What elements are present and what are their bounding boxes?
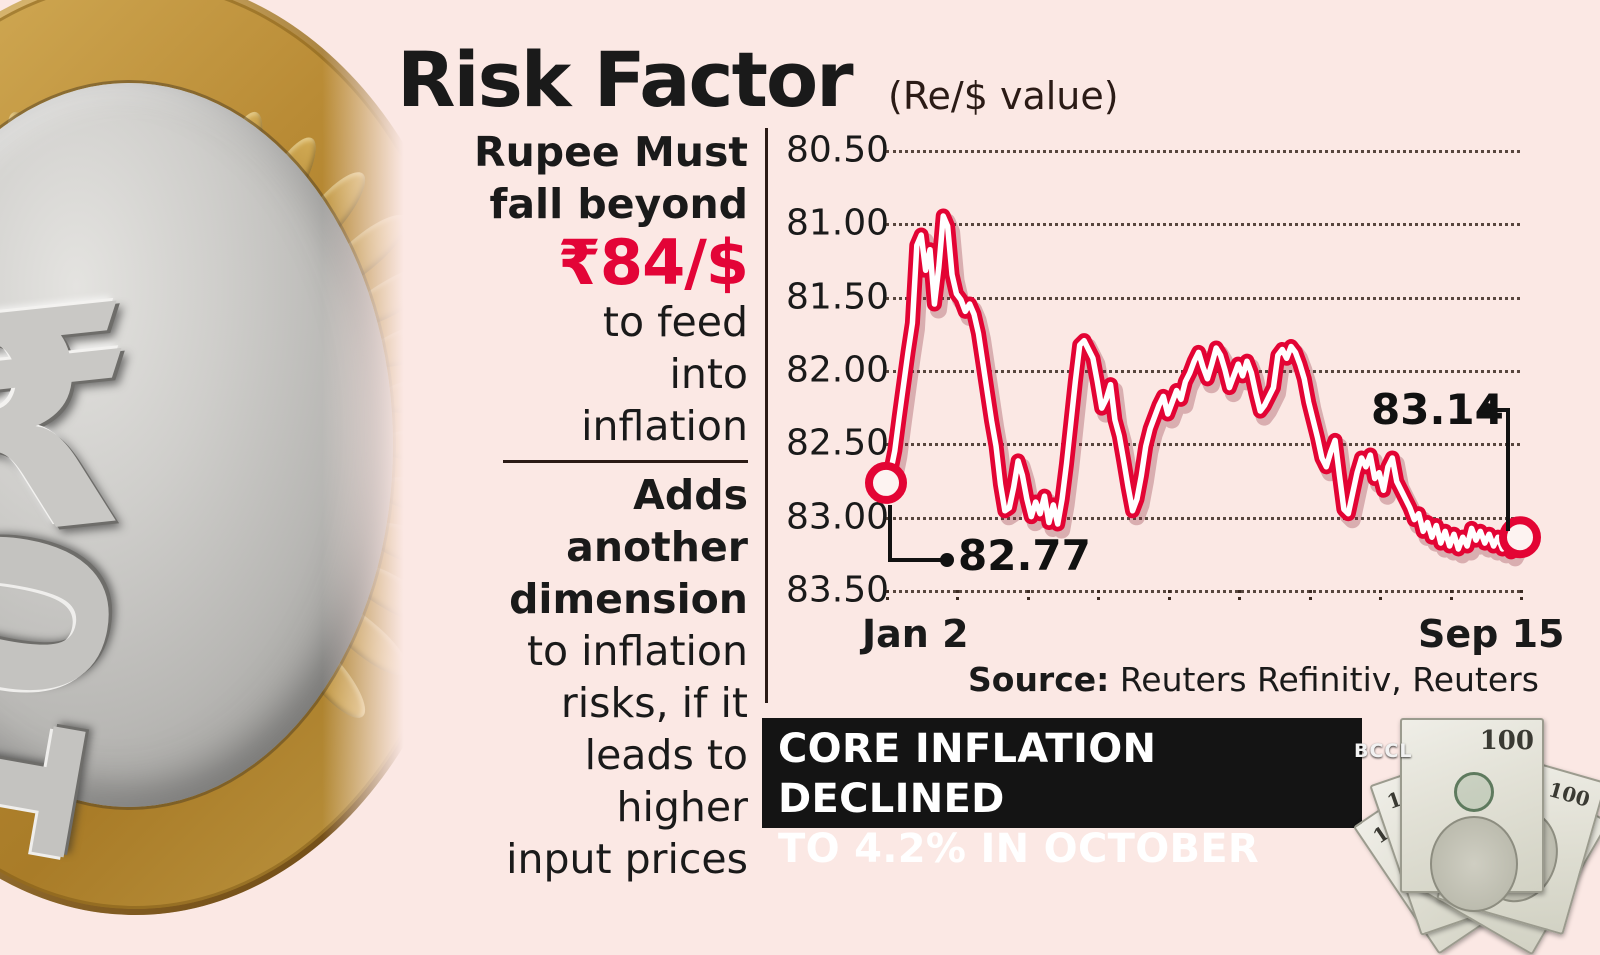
summary-line-1: Rupee Must xyxy=(474,128,748,176)
banner-text: CORE INFLATION DECLINED TO 4.2% IN OCTOB… xyxy=(778,724,1358,874)
column-divider xyxy=(765,128,768,703)
bill-portrait-oval xyxy=(1430,816,1518,912)
page-title: Risk Factor xyxy=(397,35,854,124)
coin-fade-mask xyxy=(255,0,485,915)
summary-line-2: fall beyond xyxy=(489,180,748,228)
x-axis-tick xyxy=(956,590,960,600)
x-axis-end-label: Sep 15 xyxy=(1418,612,1565,656)
summary-line-12: input prices xyxy=(506,835,748,883)
x-axis-tick xyxy=(1026,590,1030,600)
chart-line-svg xyxy=(865,208,1541,567)
text-divider-rule xyxy=(503,460,748,463)
bccl-watermark: BCCL xyxy=(1354,740,1413,762)
target-rate-highlight: ₹84/$ xyxy=(557,226,749,299)
y-axis-tick-label: 80.50 xyxy=(786,129,890,171)
summary-line-3: to feed xyxy=(602,298,748,346)
summary-line-7: another xyxy=(566,523,748,571)
y-axis-tick-label: 81.50 xyxy=(786,276,890,318)
summary-line-9: to inflation xyxy=(526,627,748,675)
chart-gridline xyxy=(886,443,1520,447)
x-axis-tick xyxy=(886,590,889,600)
x-axis-tick xyxy=(1520,590,1523,600)
summary-line-5: inflation xyxy=(581,402,748,450)
summary-text-column: Rupee Must fall beyond ₹84/$ to feed int… xyxy=(448,126,749,885)
y-axis-tick-label: 83.00 xyxy=(786,496,890,538)
banner-line-2: TO 4.2% IN OCTOBER xyxy=(778,826,1260,872)
x-axis-start-label: Jan 2 xyxy=(862,612,969,656)
summary-line-10: risks, if it xyxy=(560,679,748,727)
chart-axis-caption: (Re/$ value) xyxy=(888,74,1119,118)
summary-line-6: Adds xyxy=(633,471,748,519)
chart-gridline xyxy=(886,590,1520,593)
bill-denomination-icon: 100 xyxy=(1545,777,1593,812)
treasury-seal-icon xyxy=(1454,772,1494,812)
y-axis-tick-label: 81.00 xyxy=(786,202,890,244)
chart-gridline xyxy=(886,150,1520,153)
end-point-marker xyxy=(1499,516,1541,559)
x-axis-tick xyxy=(1308,590,1312,600)
rupee-line-chart xyxy=(865,150,1541,600)
annotation-end-value: 83.14 xyxy=(1371,385,1504,434)
x-axis-tick xyxy=(1097,590,1101,600)
bill-center: 100 xyxy=(1400,718,1544,912)
x-axis-tick xyxy=(1449,590,1453,600)
source-value: Reuters Refinitiv, Reuters xyxy=(1119,660,1539,699)
y-axis-tick-label: 82.00 xyxy=(786,349,890,391)
chart-gridline xyxy=(886,223,1520,227)
dollar-bills-photo: 100 100 100 100 100 BCCL xyxy=(1330,690,1600,955)
chart-gridline xyxy=(886,516,1520,520)
annotation-start-value: 82.77 xyxy=(958,531,1091,580)
banner-line-1: CORE INFLATION DECLINED xyxy=(778,726,1157,822)
y-axis-tick-label: 82.50 xyxy=(786,422,890,464)
bill-denomination-icon: 100 xyxy=(1479,726,1534,756)
source-label: Source: xyxy=(968,660,1110,699)
x-axis-tick xyxy=(1379,590,1383,600)
y-axis-tick-label: 83.50 xyxy=(786,569,890,611)
summary-line-4: into xyxy=(669,350,748,398)
chart-gridline xyxy=(886,296,1520,300)
rupee-coin-photo: ₹ 10 xyxy=(0,0,485,915)
x-axis-tick xyxy=(1238,590,1242,600)
x-axis-tick xyxy=(1167,590,1171,600)
summary-line-8: dimension xyxy=(509,575,748,623)
chart-source: Source: Reuters Refinitiv, Reuters xyxy=(968,660,1539,699)
core-inflation-banner: CORE INFLATION DECLINED TO 4.2% IN OCTOB… xyxy=(762,718,1362,872)
summary-line-11: leads to higher xyxy=(584,731,748,831)
start-point-marker xyxy=(865,461,907,504)
